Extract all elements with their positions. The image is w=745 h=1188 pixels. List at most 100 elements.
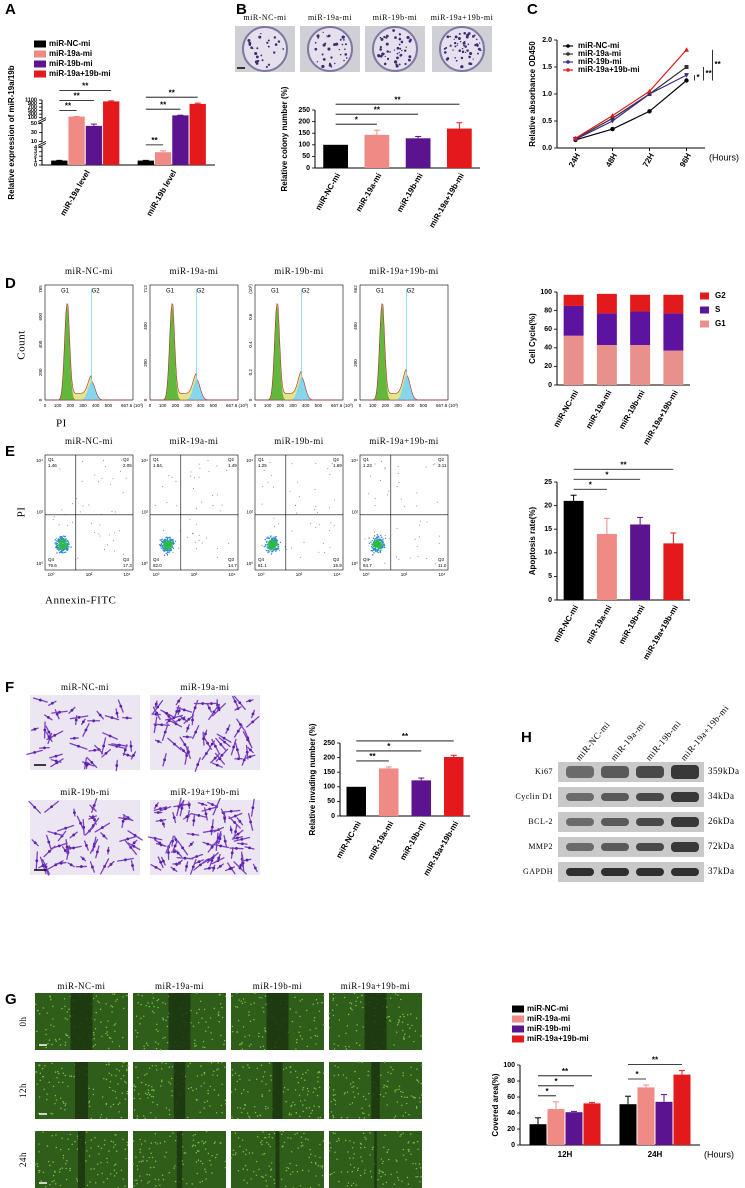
cell-dot [138, 1093, 140, 1095]
colony [379, 54, 383, 58]
cell-dot [46, 1093, 48, 1095]
protein-label: MMP2 [528, 842, 553, 851]
cell-body [234, 814, 237, 818]
cell-dot [69, 1075, 71, 1077]
cell-dot [361, 994, 363, 997]
histogram-outline [255, 302, 343, 401]
event-dot [58, 542, 61, 544]
bar [547, 1109, 565, 1145]
event-dot [190, 471, 192, 473]
cell-dot [110, 1140, 113, 1143]
cell-dot [268, 1062, 271, 1064]
cell-dot [52, 1174, 55, 1177]
cell-body [159, 860, 163, 864]
event-dot [263, 469, 265, 471]
cell-body [229, 809, 233, 813]
cell-dot [317, 1081, 319, 1083]
colony [282, 48, 285, 50]
line [575, 49, 687, 139]
event-dot [374, 537, 377, 540]
cell-dot [351, 1170, 353, 1173]
cell-dot [67, 1148, 70, 1150]
sig-label: ** [82, 82, 89, 91]
cell-dot [353, 1142, 355, 1144]
cell-dot [134, 1179, 136, 1181]
event-dot [274, 536, 276, 538]
event-dot [59, 547, 61, 550]
cell-dot [394, 1089, 397, 1092]
cell-dot [140, 1017, 142, 1020]
wound-gap [266, 993, 289, 1050]
cell-dot [406, 1176, 409, 1179]
cell-dot [352, 1081, 354, 1083]
cell-dot [358, 1077, 361, 1080]
cell-body [177, 709, 181, 713]
bar-segment [630, 311, 651, 346]
cell-dot [200, 1065, 202, 1067]
cell-dot [221, 1061, 223, 1064]
cell-dot [215, 1156, 217, 1159]
event-dot [291, 530, 293, 532]
cell-dot [294, 1133, 296, 1135]
cell-dot [408, 1113, 410, 1116]
cell-dot [368, 1114, 370, 1116]
cell-dot [402, 1013, 404, 1016]
cell-dot [132, 1163, 134, 1165]
cell-dot [133, 1097, 136, 1100]
peak-label: G1 [166, 289, 175, 295]
cell-dot [48, 1081, 50, 1084]
cell-body [43, 728, 47, 732]
cell-dot [122, 1138, 124, 1140]
cell-dot [355, 1000, 357, 1002]
bar [323, 144, 348, 168]
cell-body [95, 850, 99, 854]
cell-dot [42, 1076, 45, 1078]
cell-body [232, 745, 236, 749]
cell-dot [64, 1017, 66, 1019]
cell-dot [147, 1089, 150, 1091]
protein-size: 37kDa [708, 866, 735, 876]
cell-dot [224, 1040, 226, 1042]
cell-dot [137, 1002, 139, 1004]
cell-dot [140, 1003, 142, 1006]
cell-dot [291, 1020, 294, 1023]
cell-dot [166, 1041, 169, 1044]
cell-body [47, 730, 51, 734]
cell-dot [135, 1015, 138, 1017]
cell-dot [295, 1048, 297, 1050]
cell-dot [265, 1003, 267, 1005]
event-dot [270, 549, 272, 551]
cell-dot [64, 1104, 67, 1107]
event-dot [164, 539, 167, 541]
event-dot [416, 505, 418, 507]
cell-dot [246, 1169, 249, 1171]
y-tick-label: 50 [31, 121, 37, 127]
cell-body [121, 819, 125, 823]
event-dot [168, 541, 170, 543]
cell-dot [113, 1169, 116, 1171]
event-dot [272, 486, 274, 488]
cell-dot [138, 1161, 140, 1163]
colony [314, 41, 317, 44]
cell-dot [234, 1088, 237, 1091]
cell-dot [343, 1093, 346, 1095]
colony [273, 36, 277, 39]
colony [445, 46, 448, 49]
event-dot [103, 459, 105, 461]
cell-dot [365, 1138, 367, 1140]
cell-body [193, 706, 197, 710]
cell-dot [66, 1034, 69, 1037]
cell-dot [183, 1152, 186, 1154]
cell-dot [410, 1066, 412, 1068]
cell-dot [162, 1017, 164, 1019]
event-dot [94, 531, 96, 533]
event-dot [198, 540, 200, 542]
event-dot [64, 548, 67, 550]
colony [339, 53, 342, 56]
event-dot [265, 549, 268, 552]
cell-dot [52, 1018, 54, 1020]
event-dot [62, 548, 65, 550]
cell-dot [90, 1147, 92, 1149]
cell-dot [145, 1005, 147, 1007]
event-dot [331, 463, 333, 465]
